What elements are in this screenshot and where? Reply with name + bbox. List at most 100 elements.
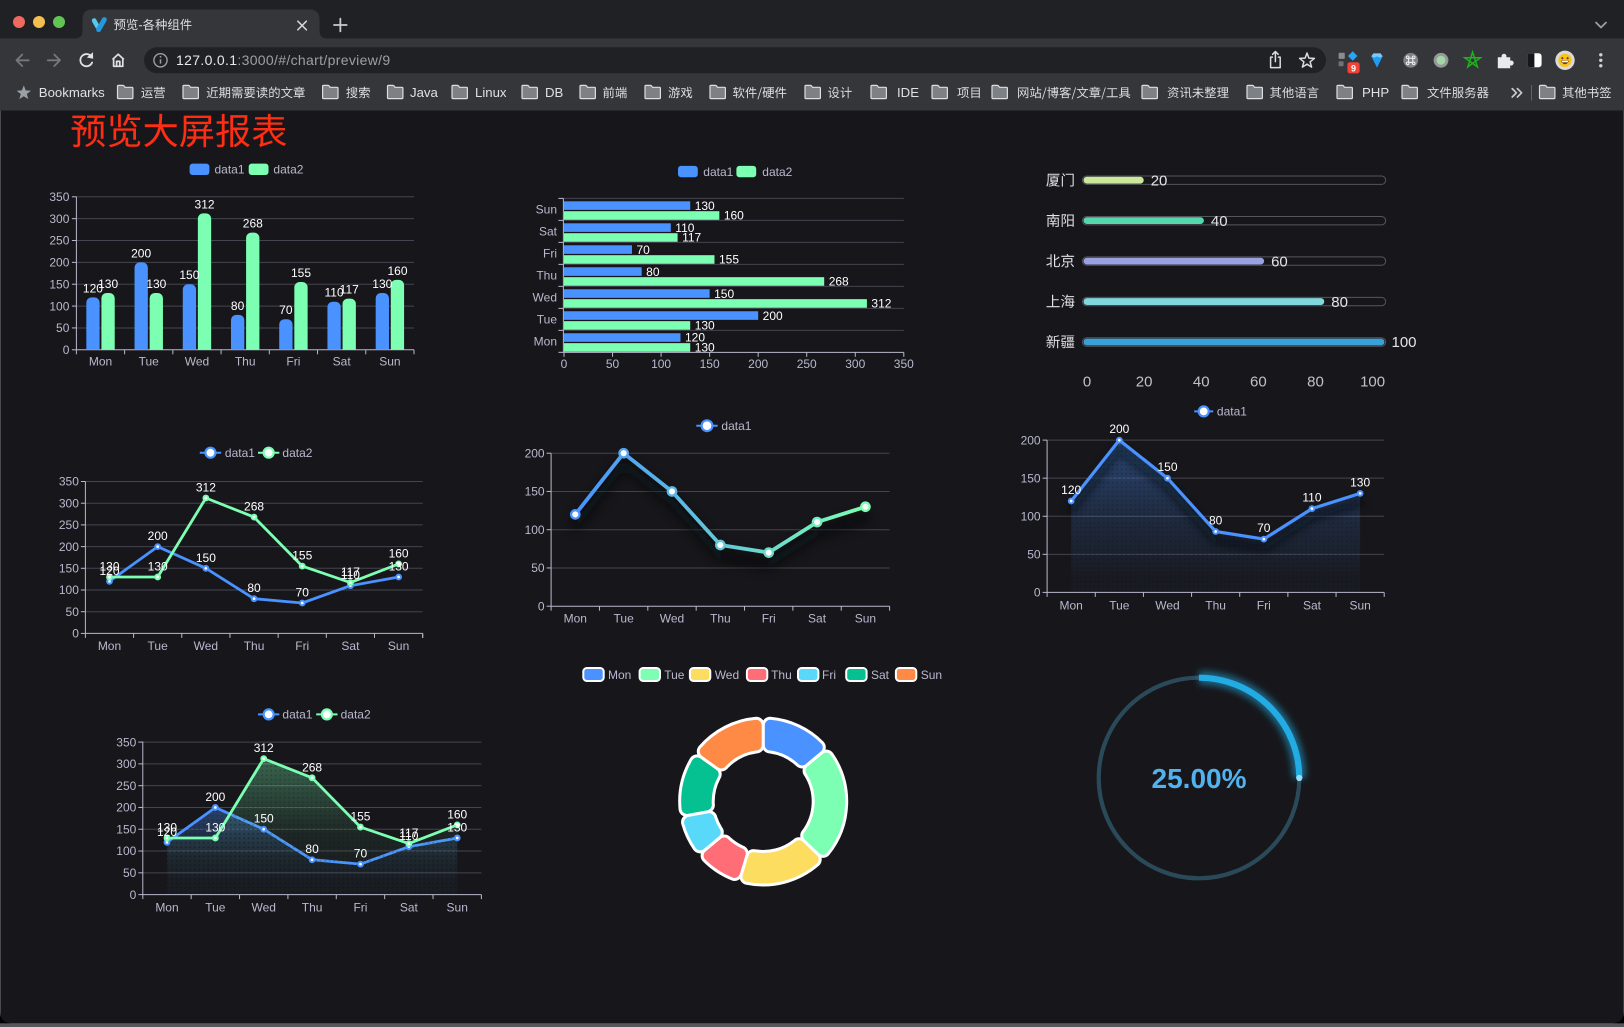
svg-text:Tue: Tue [148, 639, 169, 653]
svg-text:Thu: Thu [536, 269, 557, 283]
svg-text:Mon: Mon [89, 355, 112, 369]
svg-text:Thu: Thu [302, 900, 323, 914]
svg-text:Wed: Wed [533, 291, 557, 305]
svg-text:350: 350 [59, 475, 79, 489]
svg-text:Sat: Sat [341, 639, 360, 653]
svg-text:Bookmarks: Bookmarks [39, 85, 105, 100]
svg-text:60: 60 [1271, 253, 1288, 270]
svg-text:130: 130 [695, 319, 715, 333]
svg-text:250: 250 [59, 518, 79, 532]
svg-text:Fri: Fri [295, 639, 309, 653]
svg-text:130: 130 [205, 820, 225, 834]
svg-text:data2: data2 [762, 165, 792, 179]
svg-text:Fri: Fri [286, 355, 300, 369]
svg-text:Thu: Thu [244, 639, 265, 653]
svg-text:160: 160 [389, 546, 409, 560]
svg-text:0: 0 [130, 888, 137, 902]
svg-text:200: 200 [49, 256, 69, 270]
svg-text:150: 150 [1021, 471, 1041, 485]
svg-text:117: 117 [340, 283, 359, 297]
svg-text:Sat: Sat [400, 900, 419, 914]
svg-text:50: 50 [1027, 548, 1041, 562]
svg-text:70: 70 [279, 303, 293, 317]
svg-text:0: 0 [1083, 373, 1091, 390]
svg-text:250: 250 [797, 357, 817, 371]
svg-text:Fri: Fri [822, 668, 836, 682]
svg-text:312: 312 [196, 480, 216, 494]
svg-text:Thu: Thu [1205, 598, 1226, 612]
svg-text:Mon: Mon [155, 900, 178, 914]
svg-text:130: 130 [695, 199, 715, 213]
svg-text:200: 200 [1021, 433, 1041, 447]
svg-text:80: 80 [1307, 373, 1324, 390]
svg-text:350: 350 [116, 735, 136, 749]
svg-text:20: 20 [1136, 373, 1153, 390]
svg-text:50: 50 [606, 357, 620, 371]
svg-text:120: 120 [83, 281, 103, 295]
svg-text:DB: DB [545, 85, 564, 100]
svg-text:50: 50 [531, 561, 545, 575]
svg-text:70: 70 [296, 586, 310, 600]
svg-text:data2: data2 [282, 446, 312, 460]
svg-text:155: 155 [350, 810, 370, 824]
svg-text:110: 110 [341, 568, 360, 582]
svg-text:0: 0 [72, 627, 79, 641]
svg-text:150: 150 [525, 485, 545, 499]
svg-text:Fri: Fri [353, 900, 367, 914]
svg-text:150: 150 [714, 287, 734, 301]
svg-text:70: 70 [1257, 521, 1271, 535]
svg-text:110: 110 [324, 286, 343, 300]
svg-text:130: 130 [389, 559, 409, 573]
svg-text:80: 80 [247, 581, 261, 595]
svg-text:70: 70 [354, 847, 368, 861]
svg-text:200: 200 [748, 357, 768, 371]
svg-text:100: 100 [59, 583, 79, 597]
svg-text:130: 130 [1350, 475, 1370, 489]
svg-text:155: 155 [291, 266, 311, 280]
svg-text:Wed: Wed [1155, 598, 1179, 612]
svg-text:Wed: Wed [185, 355, 209, 369]
svg-text:200: 200 [525, 446, 545, 460]
svg-text:25.00%: 25.00% [1152, 763, 1247, 794]
svg-text:117: 117 [341, 565, 360, 579]
svg-text:Fri: Fri [543, 247, 557, 261]
svg-text:200: 200 [1109, 422, 1129, 436]
svg-text:0: 0 [538, 599, 545, 613]
svg-text:100: 100 [1360, 373, 1385, 390]
svg-text:150: 150 [196, 551, 216, 565]
svg-text:268: 268 [244, 500, 264, 514]
svg-text:110: 110 [1302, 491, 1321, 505]
svg-text:150: 150 [254, 812, 274, 826]
svg-text:Fri: Fri [1257, 598, 1271, 612]
svg-text:150: 150 [59, 562, 79, 576]
svg-text:80: 80 [1331, 294, 1348, 311]
svg-text:Sat: Sat [333, 355, 352, 369]
svg-text:Tue: Tue [537, 313, 558, 327]
svg-text:350: 350 [49, 190, 69, 204]
svg-text:150: 150 [179, 268, 199, 282]
svg-text:80: 80 [1209, 513, 1223, 527]
svg-text:Sun: Sun [921, 668, 942, 682]
svg-text:40: 40 [1193, 373, 1210, 390]
svg-text:160: 160 [447, 807, 467, 821]
svg-text:268: 268 [829, 275, 849, 289]
svg-text:IDE: IDE [897, 85, 919, 100]
svg-text:130: 130 [148, 559, 168, 573]
svg-text:312: 312 [195, 197, 215, 211]
svg-text:Sat: Sat [871, 668, 890, 682]
svg-text:data1: data1 [703, 165, 733, 179]
svg-text:data1: data1 [225, 446, 255, 460]
svg-text:110: 110 [399, 829, 418, 843]
svg-text:data2: data2 [273, 163, 303, 177]
svg-text:350: 350 [894, 357, 914, 371]
svg-text:Tue: Tue [1109, 598, 1130, 612]
svg-text:0: 0 [1034, 586, 1041, 600]
svg-text:130: 130 [695, 341, 715, 355]
svg-text:Linux: Linux [475, 85, 507, 100]
svg-text:80: 80 [646, 265, 660, 279]
svg-text:80: 80 [231, 299, 245, 313]
svg-text:130: 130 [99, 559, 119, 573]
svg-text:200: 200 [148, 529, 168, 543]
svg-text:50: 50 [56, 321, 70, 335]
svg-text:Mon: Mon [608, 668, 631, 682]
